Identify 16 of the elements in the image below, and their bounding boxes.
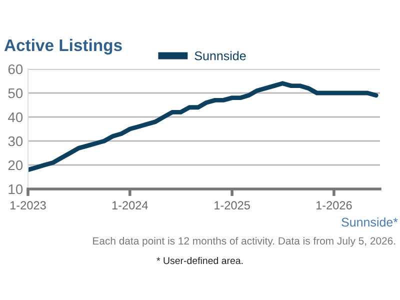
x-tick-label: 1-2025 [214, 201, 250, 210]
y-tick-label: 60 [8, 64, 23, 74]
x-tick-label: 1-2023 [10, 201, 46, 210]
line-series [28, 81, 378, 172]
text: Sunnside* [342, 217, 398, 227]
text: Each data point is 12 months of activity. Data is from July 5, 2026. [93, 236, 396, 247]
y-tick-label: 30 [8, 136, 23, 146]
text: * User-defined area. [156, 256, 243, 264]
y-tick-label: 20 [8, 160, 23, 170]
y-tick-label: 10 [8, 184, 23, 194]
chart-title: Active Listings [4, 38, 122, 55]
y-tick-label: 50 [8, 88, 23, 98]
y-tick-label: 40 [8, 112, 23, 122]
legend-label: Sunnside [194, 51, 246, 60]
x-tick-label: 1-2026 [316, 201, 352, 210]
x-tick-label: 1-2024 [112, 201, 148, 210]
